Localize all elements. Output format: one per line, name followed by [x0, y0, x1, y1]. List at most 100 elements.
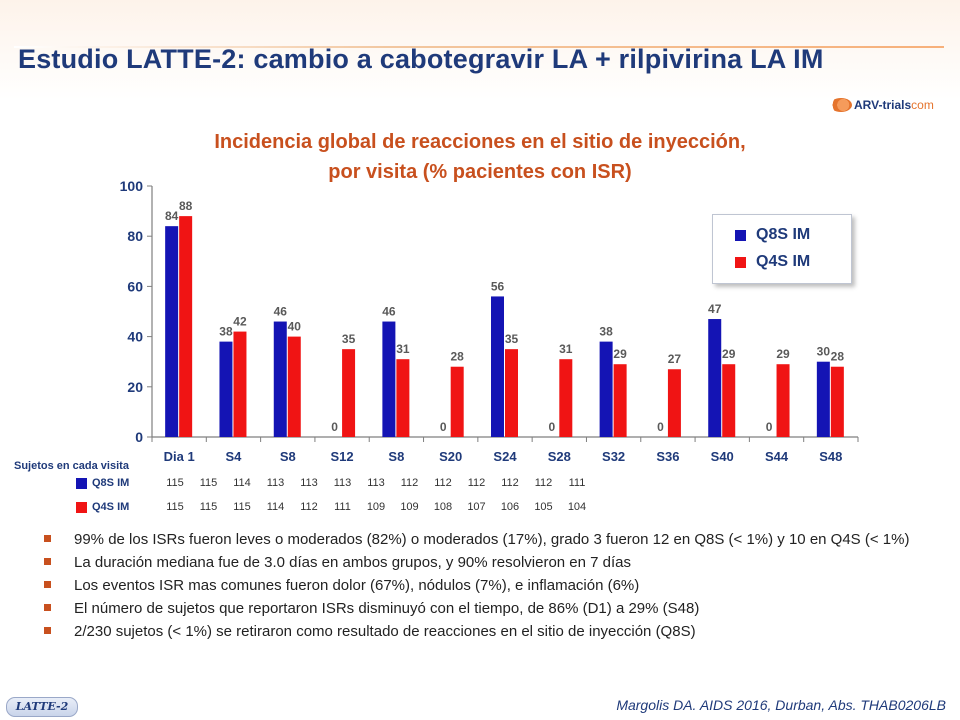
finding-item: Los eventos ISR mas comunes fueron dolor…: [44, 576, 944, 595]
bar-q4s-im: [776, 364, 790, 437]
subjects-cell: 114: [266, 501, 285, 513]
subjects-cell: 115: [166, 477, 184, 489]
citation: Margolis DA. AIDS 2016, Durban, Abs. THA…: [616, 697, 946, 713]
bar-q8s-im: [708, 319, 722, 437]
subjects-cell: 112: [400, 477, 419, 489]
subjects-cell: 113: [367, 477, 385, 489]
data-label: 42: [233, 315, 247, 329]
logo-suffix: com: [911, 98, 934, 112]
x-tick-label: S8: [280, 449, 296, 464]
slide-title: Estudio LATTE-2: cambio a cabotegravir L…: [18, 44, 824, 74]
data-label: 29: [776, 347, 790, 361]
subjects-cell: 106: [500, 501, 520, 513]
finding-item: La duración mediana fue de 3.0 días en a…: [44, 553, 944, 572]
data-label: 35: [505, 332, 519, 346]
data-label: 28: [451, 350, 465, 364]
bar-q4s-im: [559, 359, 573, 437]
x-tick-label: S40: [711, 449, 734, 464]
subjects-row: Q4S IM 115 115 115 114 112 111 109 109 108 107 106 1…: [0, 500, 960, 516]
subjects-row-swatch: [76, 502, 87, 513]
bar-q4s-im: [830, 366, 844, 437]
subjects-cell: 113: [333, 477, 352, 489]
bar-q8s-im: [491, 296, 504, 437]
x-tick-label: S36: [656, 449, 679, 464]
subjects-row-label: Q8S IM: [92, 477, 130, 489]
legend-swatch-q8s: [735, 229, 746, 241]
subjects-cell: 105: [534, 501, 553, 513]
finding-item: 99% de los ISRs fueron leves o moderados…: [44, 530, 944, 549]
subjects-row: Q8S IM 115 115 114 113 113 113 113 112 112 112 112 1…: [0, 476, 960, 492]
data-label: 30: [817, 345, 831, 359]
data-label: 28: [831, 350, 845, 364]
subjects-cell: 109: [400, 501, 419, 513]
bar-q8s-im: [219, 341, 233, 437]
bar-q8s-im: [273, 321, 287, 437]
bar-q4s-im: [396, 359, 410, 437]
data-label: 0: [548, 420, 555, 434]
x-tick-label: Dia 1: [164, 449, 195, 464]
data-label: 29: [722, 347, 736, 361]
subjects-cell: 112: [434, 477, 452, 489]
subjects-row-label: Q4S IM: [92, 501, 130, 513]
y-tick-label: 60: [127, 278, 143, 294]
bar-q4s-im: [342, 349, 356, 437]
data-label: 0: [766, 420, 773, 434]
bar-q4s-im: [505, 349, 518, 437]
bar-q4s-im: [667, 369, 681, 437]
header-background: [0, 0, 960, 100]
finding-item: 2/230 sujetos (< 1%) se retiraron como r…: [44, 622, 944, 641]
subjects-cell: 115: [166, 501, 184, 513]
legend-label-q8s: Q8S IM: [756, 226, 811, 243]
data-label: 0: [331, 420, 338, 434]
findings-list: 99% de los ISRs fueron leves o moderados…: [44, 530, 944, 645]
data-label: 0: [657, 420, 664, 434]
data-label: 31: [559, 342, 573, 356]
x-tick-label: S4: [226, 449, 243, 464]
subjects-cell: 112: [467, 477, 486, 489]
bar-q4s-im: [179, 216, 193, 437]
chart-title-line-2: por visita (% pacientes con ISR): [328, 161, 632, 183]
subjects-cell: 114: [233, 477, 251, 489]
chart-title: Incidencia global de reacciones en el si…: [100, 127, 860, 187]
x-tick-label: S32: [602, 449, 625, 464]
title-underline: [14, 46, 944, 48]
x-tick-label: S48: [819, 449, 842, 464]
subjects-cell: 113: [300, 477, 318, 489]
legend-item-q8s: Q8S IM: [735, 226, 810, 244]
y-tick-label: 80: [127, 228, 143, 244]
legend-item-q4s: Q4S IM: [735, 253, 810, 271]
chart-legend: Q8S IM Q4S IM: [712, 214, 852, 284]
x-tick-label: S24: [493, 449, 517, 464]
data-label: 29: [613, 347, 627, 361]
data-label: 47: [708, 302, 722, 316]
bar-q8s-im: [816, 361, 830, 437]
x-tick-label: S12: [331, 449, 354, 464]
y-tick-label: 40: [127, 329, 143, 345]
legend-swatch-q4s: [735, 256, 746, 268]
data-label: 38: [599, 325, 613, 339]
data-label: 31: [396, 342, 410, 356]
data-label: 0: [440, 420, 447, 434]
bar-q8s-im: [599, 341, 613, 437]
study-tag: LATTE-2: [6, 697, 78, 717]
data-label: 46: [274, 305, 288, 319]
arv-trials-logo: ARV-trialscom: [830, 94, 934, 116]
subjects-cell: 109: [366, 501, 386, 513]
bar-q4s-im: [450, 366, 464, 437]
data-label: 56: [491, 279, 505, 293]
chart-title-line-1: Incidencia global de reacciones en el si…: [214, 131, 746, 153]
subjects-heading: Sujetos en cada visita: [14, 460, 129, 472]
subjects-cell: 104: [567, 501, 587, 513]
subjects-cell: 115: [233, 501, 251, 513]
subjects-cell: 112: [300, 501, 318, 513]
data-label: 38: [219, 325, 233, 339]
data-label: 46: [382, 305, 396, 319]
logo-brand: ARV-trials: [854, 98, 912, 112]
subjects-cell: 113: [266, 477, 285, 489]
subjects-cell: 108: [433, 501, 453, 513]
subjects-cell: 112: [501, 477, 519, 489]
y-tick-label: 20: [127, 379, 143, 395]
subjects-row-swatch: [76, 478, 87, 489]
y-tick-label: 100: [120, 178, 144, 194]
